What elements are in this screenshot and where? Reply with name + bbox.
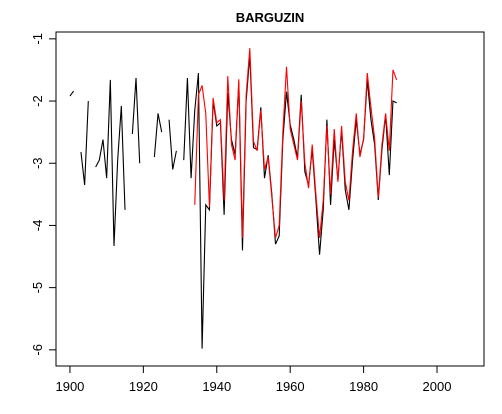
x-tick-label: 1980 — [349, 379, 378, 394]
series-line — [194, 48, 398, 239]
y-tick-label: -2 — [30, 95, 45, 107]
x-tick-label: 1940 — [202, 379, 231, 394]
plot-frame — [55, 31, 485, 367]
chart-title: BARGUZIN — [236, 10, 305, 25]
x-tick-label: 1920 — [129, 379, 158, 394]
series-line — [69, 54, 397, 349]
x-tick-label: 2000 — [423, 379, 452, 394]
y-tick-label: -4 — [30, 220, 45, 232]
y-tick-label: -5 — [30, 282, 45, 294]
y-tick-label: -3 — [30, 157, 45, 169]
y-tick-label: -6 — [30, 344, 45, 356]
x-tick-label: 1900 — [55, 379, 84, 394]
y-tick-label: -1 — [30, 33, 45, 45]
x-tick-label: 1960 — [276, 379, 305, 394]
